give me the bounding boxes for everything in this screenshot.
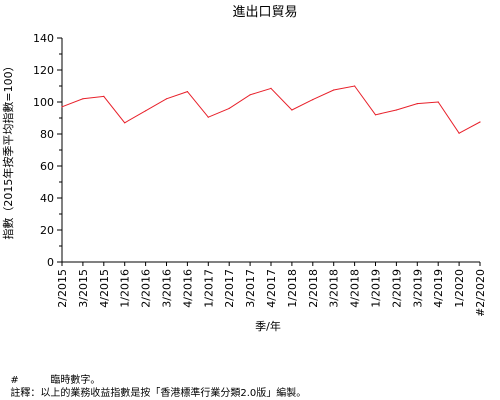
series-line bbox=[61, 85, 481, 134]
x-tick-label: 2/2017 bbox=[223, 269, 236, 308]
data-point bbox=[437, 101, 439, 103]
x-tick-label: 3/2018 bbox=[328, 269, 341, 308]
series-group bbox=[61, 85, 481, 134]
data-point bbox=[291, 109, 293, 111]
data-point bbox=[61, 106, 63, 108]
x-tick-label: 2/2018 bbox=[307, 269, 320, 308]
data-point bbox=[186, 91, 188, 93]
x-tick-label: 4/2017 bbox=[265, 269, 278, 308]
data-point bbox=[458, 132, 460, 134]
x-tick-label: 3/2019 bbox=[411, 269, 424, 308]
footnote-mark: # bbox=[10, 375, 19, 386]
data-point bbox=[249, 94, 251, 96]
footnote-provisional: # 臨時數字。 bbox=[4, 361, 100, 387]
x-axis-label: 季/年 bbox=[255, 319, 281, 333]
data-point bbox=[82, 98, 84, 100]
x-tick-label: 4/2018 bbox=[349, 269, 362, 308]
y-tick-label: 60 bbox=[40, 160, 54, 173]
data-point bbox=[479, 121, 481, 123]
remark-text: 以上的業務收益指數是按「香港標準行業分類2.0版」編製。 bbox=[40, 388, 307, 399]
x-axis: 2/2015 3/2015 4/2015 1/2016 2/2016 3/2016 4/20… bbox=[56, 262, 487, 317]
y-tick-label: 120 bbox=[33, 64, 54, 77]
y-tick-label: 40 bbox=[40, 192, 54, 205]
x-tick-label: 1/2020 bbox=[453, 269, 466, 308]
data-point bbox=[145, 110, 147, 112]
data-point bbox=[228, 107, 230, 109]
x-tick-label: 3/2017 bbox=[244, 269, 257, 308]
x-tick-label: 4/2019 bbox=[432, 269, 445, 308]
data-point bbox=[354, 85, 356, 87]
data-point bbox=[165, 98, 168, 100]
data-point bbox=[395, 109, 397, 111]
chart-title: 進出口貿易 bbox=[232, 5, 297, 20]
x-tick-label: 4/2015 bbox=[98, 269, 111, 308]
x-tick-label: 1/2016 bbox=[119, 269, 132, 308]
data-point bbox=[416, 103, 418, 105]
x-tick-label: 2/2019 bbox=[390, 269, 403, 308]
y-tick-label: 20 bbox=[40, 224, 54, 237]
data-point bbox=[333, 89, 335, 91]
x-tick-label: 2/2016 bbox=[140, 269, 153, 308]
data-point bbox=[103, 95, 105, 97]
data-point bbox=[270, 87, 272, 89]
y-tick-label: 80 bbox=[40, 128, 54, 141]
footnote-remark: 註釋：以上的業務收益指數是按「香港標準行業分類2.0版」編製。 bbox=[4, 374, 306, 400]
data-point bbox=[207, 116, 209, 118]
x-tick-label: #2/2020 bbox=[474, 269, 487, 317]
x-tick-label: 3/2015 bbox=[77, 269, 90, 308]
footnote-text: 臨時數字。 bbox=[50, 375, 101, 386]
x-tick-label: 1/2017 bbox=[202, 269, 215, 308]
x-tick-label: 1/2019 bbox=[370, 269, 383, 308]
x-tick-label: 4/2016 bbox=[181, 269, 194, 308]
y-axis-label: 指數（2015年按季平均指數=100） bbox=[1, 60, 15, 239]
remark-label: 註釋： bbox=[10, 388, 41, 399]
x-tick-label: 3/2016 bbox=[161, 269, 174, 308]
x-tick-label: 2/2015 bbox=[56, 269, 69, 308]
y-tick-label: 100 bbox=[33, 96, 54, 109]
y-axis: 0 20 40 60 80 100 120 140 bbox=[33, 32, 62, 269]
data-point bbox=[374, 114, 377, 116]
data-point bbox=[124, 122, 126, 124]
y-tick-label: 140 bbox=[33, 32, 54, 45]
data-point bbox=[312, 99, 314, 101]
y-tick-label: 0 bbox=[47, 256, 54, 269]
x-tick-label: 1/2018 bbox=[286, 269, 299, 308]
